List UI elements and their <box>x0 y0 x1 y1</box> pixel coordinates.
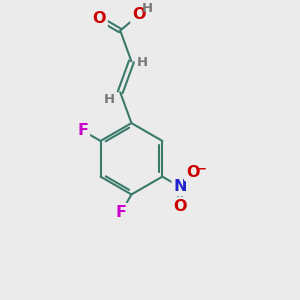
Text: F: F <box>77 123 88 138</box>
Text: O: O <box>186 164 200 179</box>
Text: O: O <box>92 11 106 26</box>
Text: O: O <box>173 199 187 214</box>
Text: H: H <box>104 93 115 106</box>
Text: H: H <box>137 56 148 69</box>
Text: N: N <box>173 179 187 194</box>
Text: H: H <box>142 2 153 15</box>
Text: F: F <box>116 205 127 220</box>
Text: O: O <box>132 8 146 22</box>
Text: −: − <box>196 163 207 176</box>
